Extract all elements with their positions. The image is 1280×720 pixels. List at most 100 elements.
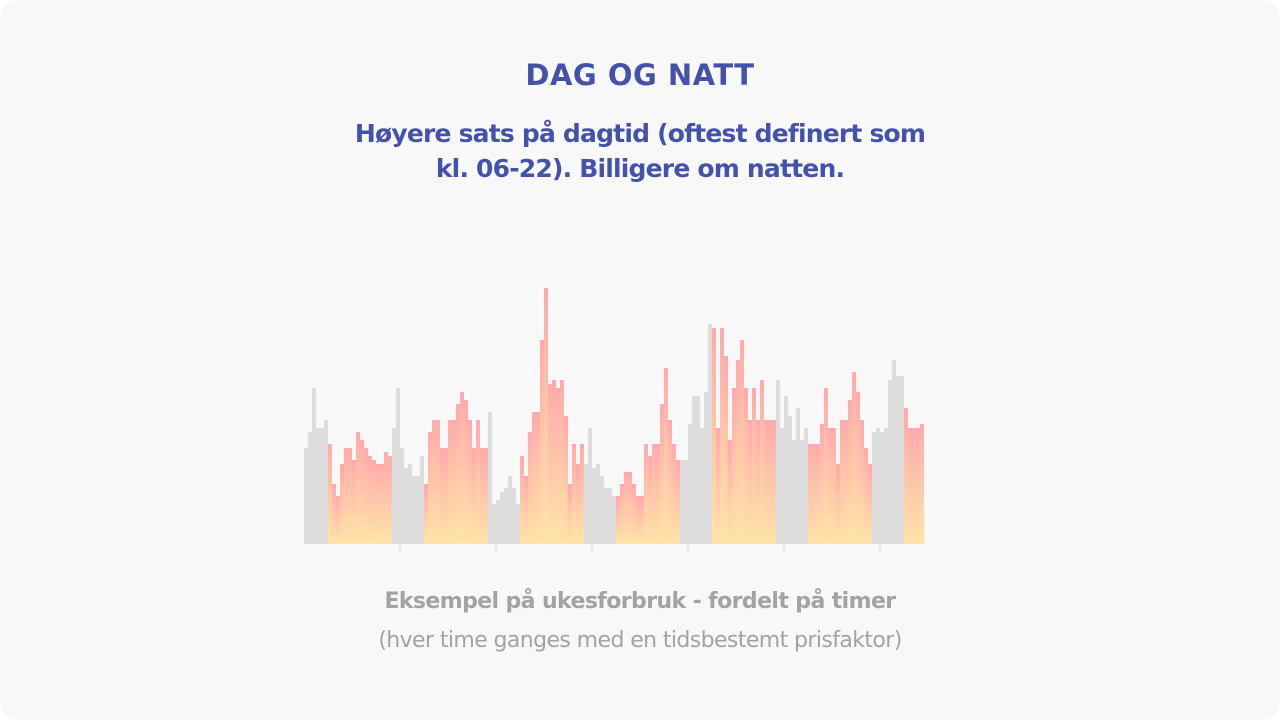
day-hour-bar	[372, 460, 376, 544]
night-hour-bar	[312, 388, 316, 544]
day-hour-bar	[540, 340, 544, 544]
day-hour-bar	[532, 412, 536, 544]
night-hour-bar	[900, 376, 904, 544]
day-hour-bar	[524, 476, 528, 544]
night-hour-bar	[888, 380, 892, 544]
day-hour-bar	[764, 420, 768, 544]
day-hour-bar	[376, 464, 380, 544]
day-hour-bar	[380, 464, 384, 544]
night-hour-bar	[404, 468, 408, 544]
day-hour-bar	[344, 448, 348, 544]
day-hour-bar	[484, 448, 488, 544]
day-hour-bar	[556, 388, 560, 544]
night-hour-bar	[684, 460, 688, 544]
night-hour-bar	[592, 468, 596, 544]
day-hour-bar	[620, 484, 624, 544]
day-hour-bar	[736, 360, 740, 544]
day-hour-bar	[644, 444, 648, 544]
day-hour-bar	[436, 420, 440, 544]
day-hour-bar	[552, 380, 556, 544]
day-hour-bar	[332, 484, 336, 544]
night-hour-bar	[608, 488, 612, 544]
day-hour-bar	[388, 456, 392, 544]
day-hour-bar	[756, 420, 760, 544]
day-hour-bar	[864, 448, 868, 544]
night-hour-bar	[392, 428, 396, 544]
day-hour-bar	[528, 432, 532, 544]
day-hour-bar	[828, 428, 832, 544]
day-hour-bar	[908, 428, 912, 544]
night-hour-bar	[516, 504, 520, 544]
day-hour-bar	[548, 384, 552, 544]
night-hour-bar	[704, 392, 708, 544]
day-hour-bar	[912, 428, 916, 544]
day-hour-bar	[428, 432, 432, 544]
day-separator-ticks	[399, 546, 881, 552]
night-hour-bar	[396, 388, 400, 544]
day-hour-bar	[712, 328, 716, 544]
day-hour-bar	[744, 388, 748, 544]
day-hour-bar	[480, 448, 484, 544]
day-hour-bar	[448, 420, 452, 544]
day-hour-bar	[472, 448, 476, 544]
slide-subtitle: Høyere sats på dagtid (oftest definert s…	[354, 119, 926, 183]
day-hour-bar	[452, 420, 456, 544]
day-hour-bar	[560, 380, 564, 544]
day-hour-bar	[860, 420, 864, 544]
night-hour-bar	[416, 476, 420, 544]
night-hour-bar	[792, 440, 796, 544]
night-hour-bar	[688, 424, 692, 544]
day-hour-bar	[356, 432, 360, 544]
day-hour-bar	[424, 484, 428, 544]
day-hour-bar	[564, 416, 568, 544]
night-hour-bar	[780, 428, 784, 544]
day-hour-bar	[668, 420, 672, 544]
night-hour-bar	[308, 432, 312, 544]
night-hour-bar	[708, 324, 712, 544]
night-hour-bar	[408, 464, 412, 544]
day-hour-bar	[456, 404, 460, 544]
night-hour-bar	[804, 428, 808, 544]
night-hour-bar	[420, 456, 424, 544]
day-hour-bar	[432, 420, 436, 544]
day-hour-bar	[740, 340, 744, 544]
day-hour-bar	[724, 356, 728, 544]
day-hour-bar	[636, 496, 640, 544]
night-hour-bar	[600, 476, 604, 544]
day-hour-bar	[624, 472, 628, 544]
day-hour-bar	[360, 440, 364, 544]
day-hour-bar	[580, 444, 584, 544]
day-hour-bar	[544, 288, 548, 544]
day-hour-bar	[868, 464, 872, 544]
day-hour-bar	[464, 400, 468, 544]
night-hour-bar	[596, 464, 600, 544]
day-hour-bar	[672, 444, 676, 544]
day-hour-bar	[840, 420, 844, 544]
slide-title: DAG OG NATT	[525, 58, 755, 92]
day-hour-bar	[716, 428, 720, 544]
day-hour-bar	[768, 420, 772, 544]
day-hour-bar	[920, 424, 924, 544]
night-hour-bar	[788, 416, 792, 544]
day-hour-bar	[476, 420, 480, 544]
day-hour-bar	[576, 464, 580, 544]
day-hour-bar	[616, 496, 620, 544]
day-hour-bar	[368, 456, 372, 544]
day-hour-bar	[676, 460, 680, 544]
day-hour-bar	[520, 456, 524, 544]
day-hour-bar	[572, 444, 576, 544]
day-hour-bar	[660, 404, 664, 544]
night-hour-bar	[500, 492, 504, 544]
chart-caption-note: (hver time ganges med en tidsbestemt pri…	[378, 628, 902, 653]
night-hour-bar	[884, 428, 888, 544]
day-hour-bar	[652, 444, 656, 544]
day-hour-bar	[820, 424, 824, 544]
day-hour-bar	[328, 444, 332, 544]
night-hour-bar	[880, 432, 884, 544]
night-hour-bar	[612, 496, 616, 544]
day-hour-bar	[844, 420, 848, 544]
day-hour-bar	[720, 328, 724, 544]
day-hour-bar	[536, 412, 540, 544]
